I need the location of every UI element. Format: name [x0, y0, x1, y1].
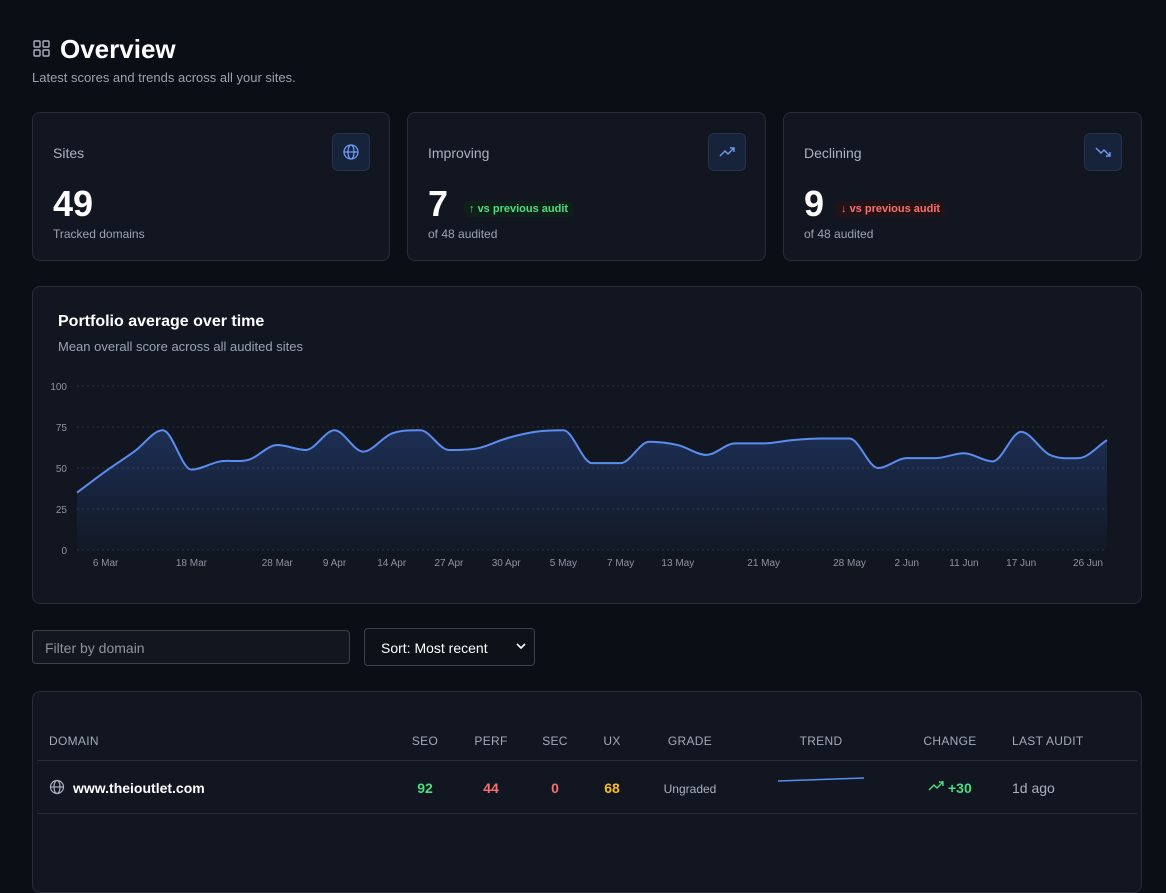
x-tick-label: 27 Apr [434, 558, 464, 569]
badge: ↓ vs previous audit [836, 201, 946, 217]
card: Declining 9 ↓ vs previous audit of 48 au… [783, 112, 1142, 261]
chart-title: Portfolio average over time [58, 313, 264, 330]
seo-score: 92 [417, 780, 433, 796]
chart: Portfolio average over time Mean overall… [50, 313, 1108, 569]
ux-score: 68 [604, 780, 620, 796]
x-tick-label: 6 Mar [93, 558, 119, 569]
card-label: Declining [804, 145, 862, 161]
card-icon [1084, 133, 1122, 171]
y-tick-label: 100 [50, 382, 67, 393]
card-value: 9 [804, 183, 825, 224]
card: Improving 7 ↑ vs previous audit of 48 au… [407, 112, 766, 261]
sort-label: Sort: Most recent [381, 640, 488, 656]
column-header[interactable]: GRADE [667, 734, 713, 748]
row-divider [37, 813, 1137, 814]
card: Sites 49 Tracked domains [32, 112, 390, 261]
chart-panel: Portfolio average over time Mean overall… [32, 286, 1142, 604]
page-title: Overview [60, 34, 176, 64]
trend-sparkline [777, 777, 865, 782]
overview-icon [33, 40, 50, 57]
page: Overview Latest scores and trends across… [32, 34, 1142, 893]
globe-icon [49, 779, 65, 795]
column-header[interactable]: UX [603, 734, 621, 748]
chart-subtitle: Mean overall score across all audited si… [58, 339, 303, 354]
domain[interactable]: www.theioutlet.com [73, 780, 205, 796]
column-header[interactable]: SEO [411, 734, 439, 748]
change-icon [928, 781, 944, 791]
x-tick-label: 9 Apr [323, 558, 347, 569]
row-divider [37, 760, 1137, 761]
card-label: Sites [53, 145, 85, 161]
x-tick-label: 28 Mar [262, 558, 294, 569]
x-tick-label: 2 Jun [894, 558, 918, 569]
x-tick-label: 26 Jun [1073, 558, 1103, 569]
card-label: Improving [428, 145, 490, 161]
card-note: of 48 audited [804, 227, 874, 241]
sort-select[interactable]: Sort: Most recent [364, 628, 535, 666]
column-header[interactable]: CHANGE [923, 734, 977, 748]
badge: ↑ vs previous audit [464, 201, 574, 217]
badge-text: vs previous audit [477, 203, 569, 215]
x-tick-label: 13 May [661, 558, 694, 569]
x-tick-label: 11 Jun [949, 558, 978, 569]
card-note: of 48 audited [428, 227, 498, 241]
column-header[interactable]: DOMAIN [49, 734, 99, 748]
filter-input[interactable]: Filter by domain [32, 630, 350, 664]
card-value: 49 [53, 183, 94, 224]
x-tick-label: 28 May [833, 558, 866, 569]
x-tick-label: 7 May [607, 558, 634, 569]
x-tick-label: 17 Jun [1006, 558, 1036, 569]
last-audit: 1d ago [1012, 780, 1055, 796]
x-tick-label: 30 Apr [492, 558, 522, 569]
card-icon [708, 133, 746, 171]
badge-text: vs previous audit [849, 203, 941, 215]
grade: Ungraded [663, 782, 717, 796]
x-tick-label: 14 Apr [377, 558, 407, 569]
column-header[interactable]: LAST AUDIT [1012, 734, 1084, 748]
sec-score: 0 [551, 780, 559, 796]
x-tick-label: 18 Mar [176, 558, 208, 569]
page-subtitle: Latest scores and trends across all your… [32, 70, 296, 85]
x-tick-label: 5 May [550, 558, 577, 569]
column-header[interactable]: TREND [799, 734, 843, 748]
column-header[interactable]: PERF [474, 734, 508, 748]
column-header[interactable]: SEC [542, 734, 568, 748]
y-tick-label: 75 [56, 423, 68, 434]
x-tick-label: 21 May [747, 558, 780, 569]
card-icon [332, 133, 370, 171]
line [76, 429, 1108, 494]
area [77, 430, 1107, 550]
y-tick-label: 50 [56, 464, 68, 475]
y-tick-label: 25 [56, 505, 68, 516]
y-tick-label: 0 [61, 546, 67, 557]
card-note: Tracked domains [53, 227, 145, 241]
card-value: 7 [428, 183, 449, 224]
perf-score: 44 [483, 780, 499, 796]
change: +30 [948, 780, 972, 796]
